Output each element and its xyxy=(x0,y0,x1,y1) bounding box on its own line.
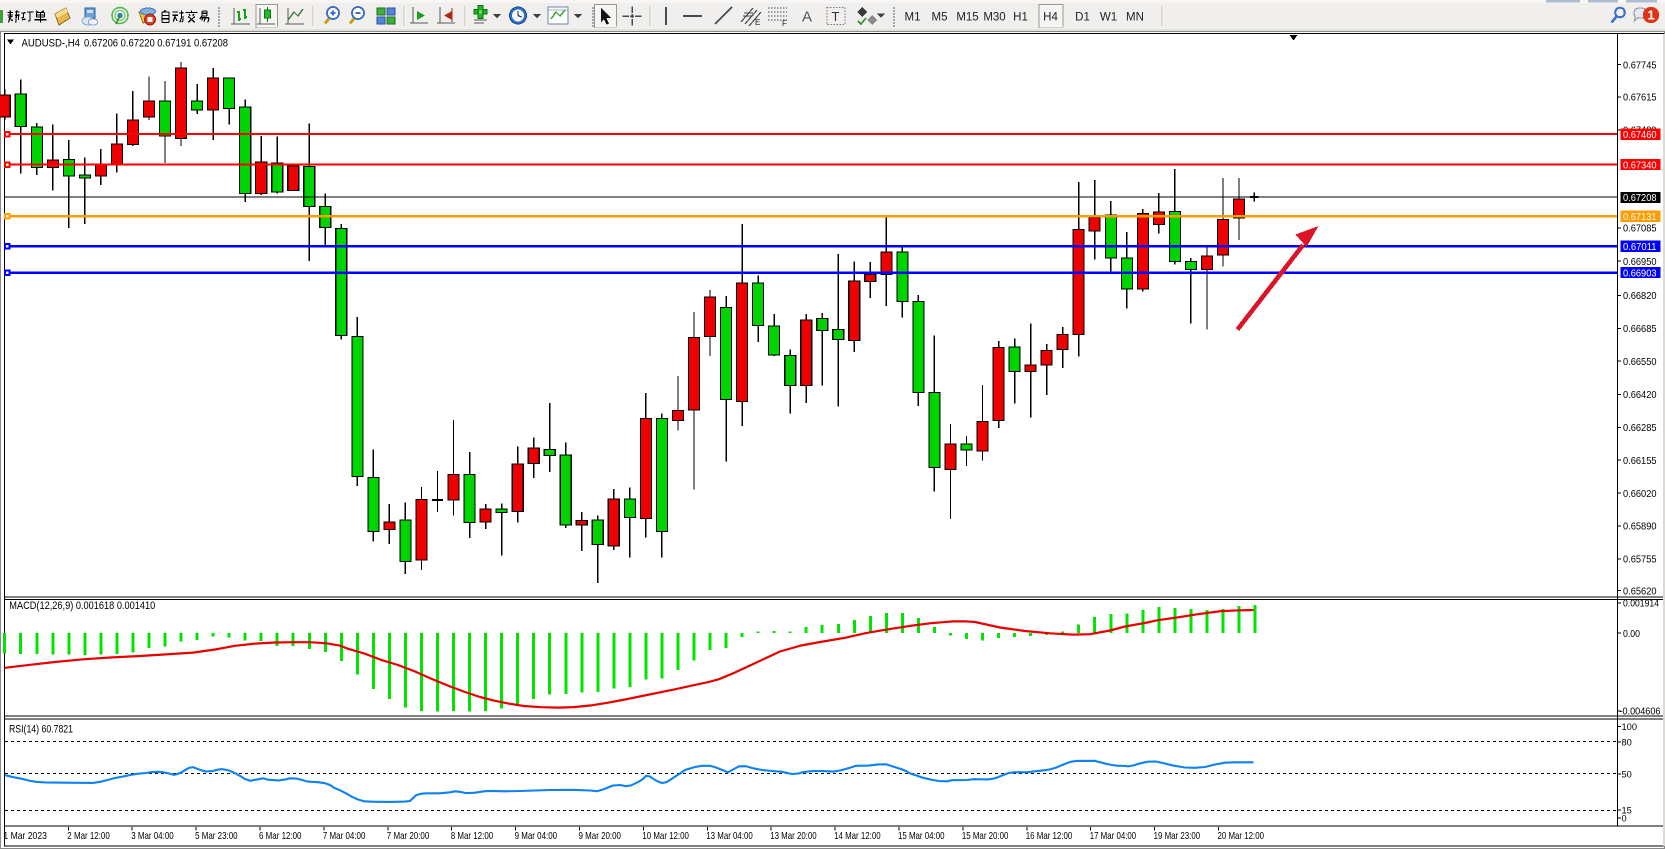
svg-text:0.66155: 0.66155 xyxy=(1623,456,1657,467)
svg-text:0.67615: 0.67615 xyxy=(1623,93,1657,104)
svg-text:50: 50 xyxy=(1622,769,1632,779)
svg-text:7 Mar 04:00: 7 Mar 04:00 xyxy=(323,830,366,842)
svg-text:0.00: 0.00 xyxy=(1623,629,1640,640)
svg-text:W1: W1 xyxy=(1100,12,1117,24)
svg-text:D1: D1 xyxy=(1075,12,1090,24)
svg-text:13 Mar 20:00: 13 Mar 20:00 xyxy=(770,830,817,842)
svg-text:0.66820: 0.66820 xyxy=(1623,291,1657,302)
svg-text:M30: M30 xyxy=(983,12,1005,24)
svg-text:0.66685: 0.66685 xyxy=(1623,324,1657,335)
svg-text:0.65755: 0.65755 xyxy=(1623,555,1657,566)
svg-text:MACD(12,26,9) 0.001618 0.00141: MACD(12,26,9) 0.001618 0.001410 xyxy=(9,600,155,612)
svg-text:MN: MN xyxy=(1126,12,1144,24)
svg-text:20 Mar 12:00: 20 Mar 12:00 xyxy=(1218,830,1265,842)
svg-text:5 Mar 23:00: 5 Mar 23:00 xyxy=(195,830,238,842)
svg-text:19 Mar 23:00: 19 Mar 23:00 xyxy=(1154,830,1201,842)
svg-text:AUDUSD-,H4: AUDUSD-,H4 xyxy=(22,37,81,49)
svg-text:0.67131: 0.67131 xyxy=(1623,212,1657,223)
svg-text:13 Mar 04:00: 13 Mar 04:00 xyxy=(706,830,753,842)
svg-text:0.66285: 0.66285 xyxy=(1623,423,1657,434)
svg-text:0.67011: 0.67011 xyxy=(1623,242,1657,253)
svg-text:0.66420: 0.66420 xyxy=(1623,390,1657,401)
svg-text:1: 1 xyxy=(1647,8,1654,23)
svg-text:100: 100 xyxy=(1622,722,1638,732)
svg-text:0.66950: 0.66950 xyxy=(1623,257,1657,268)
svg-text:0.67460: 0.67460 xyxy=(1623,130,1657,141)
svg-text:9 Mar 04:00: 9 Mar 04:00 xyxy=(515,830,558,842)
svg-text:0: 0 xyxy=(1622,814,1627,824)
svg-text:0.001914: 0.001914 xyxy=(1623,599,1659,610)
svg-text:T: T xyxy=(832,9,840,24)
svg-text:H1: H1 xyxy=(1013,12,1028,24)
svg-text:M1: M1 xyxy=(905,12,921,24)
svg-text:6 Mar 12:00: 6 Mar 12:00 xyxy=(259,830,302,842)
svg-text:M15: M15 xyxy=(956,12,978,24)
svg-text:3 Mar 04:00: 3 Mar 04:00 xyxy=(131,830,174,842)
svg-text:15 Mar 04:00: 15 Mar 04:00 xyxy=(898,830,945,842)
svg-text:15 Mar 20:00: 15 Mar 20:00 xyxy=(962,830,1009,842)
svg-text:17 Mar 04:00: 17 Mar 04:00 xyxy=(1090,830,1137,842)
svg-text:0.67208: 0.67208 xyxy=(1623,193,1657,204)
svg-text:E: E xyxy=(755,18,760,27)
svg-text:0.66550: 0.66550 xyxy=(1623,357,1657,368)
svg-text:0.67745: 0.67745 xyxy=(1623,60,1657,71)
svg-text:H4: H4 xyxy=(1043,12,1058,24)
svg-text:7 Mar 20:00: 7 Mar 20:00 xyxy=(387,830,430,842)
svg-text:A: A xyxy=(802,9,812,26)
svg-text:0.66020: 0.66020 xyxy=(1623,489,1657,500)
svg-text:1 Mar 2023: 1 Mar 2023 xyxy=(3,830,47,842)
svg-text:9 Mar 20:00: 9 Mar 20:00 xyxy=(579,830,622,842)
svg-text:M5: M5 xyxy=(932,12,948,24)
svg-text:-0.004606: -0.004606 xyxy=(1620,707,1661,718)
svg-text:0.67206 0.67220 0.67191 0.6720: 0.67206 0.67220 0.67191 0.67208 xyxy=(84,37,228,49)
svg-text:RSI(14) 60.7821: RSI(14) 60.7821 xyxy=(9,723,73,735)
svg-text:F: F xyxy=(782,19,787,28)
svg-text:14 Mar 12:00: 14 Mar 12:00 xyxy=(834,830,881,842)
svg-text:80: 80 xyxy=(1622,738,1632,748)
svg-text:0.67340: 0.67340 xyxy=(1623,160,1657,171)
svg-text:0.66903: 0.66903 xyxy=(1623,268,1657,279)
svg-text:0.65620: 0.65620 xyxy=(1623,586,1657,597)
svg-text:2 Mar 12:00: 2 Mar 12:00 xyxy=(67,830,110,842)
svg-text:8 Mar 12:00: 8 Mar 12:00 xyxy=(451,830,494,842)
svg-text:15: 15 xyxy=(1622,805,1632,815)
svg-text:0.67085: 0.67085 xyxy=(1623,224,1657,235)
svg-text:0.65890: 0.65890 xyxy=(1623,522,1657,533)
svg-text:16 Mar 12:00: 16 Mar 12:00 xyxy=(1026,830,1073,842)
svg-text:10 Mar 12:00: 10 Mar 12:00 xyxy=(642,830,689,842)
